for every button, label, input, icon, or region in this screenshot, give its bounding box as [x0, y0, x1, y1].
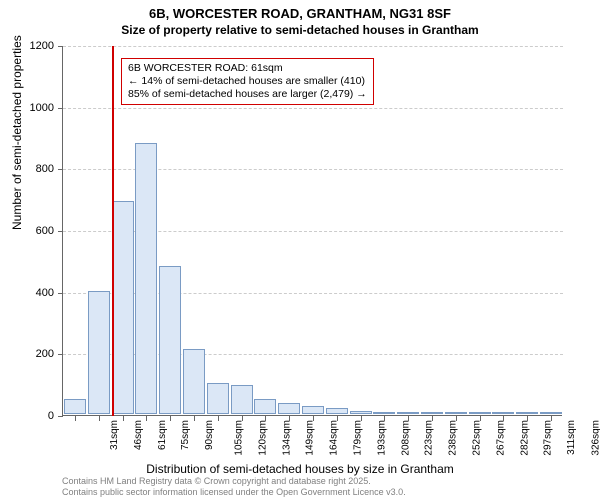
y-axis-label: Number of semi-detached properties — [10, 35, 24, 230]
xtick-label: 149sqm — [305, 420, 316, 456]
xtick-mark — [194, 416, 195, 421]
xtick-mark — [75, 416, 76, 421]
xtick-label: 179sqm — [353, 420, 364, 456]
ytick-mark — [58, 108, 63, 109]
xtick-mark — [384, 416, 385, 421]
ytick-mark — [58, 416, 63, 417]
xtick-mark — [551, 416, 552, 421]
xtick-mark — [456, 416, 457, 421]
xtick-mark — [337, 416, 338, 421]
chart-subtitle: Size of property relative to semi-detach… — [0, 23, 600, 37]
xtick-label: 297sqm — [543, 420, 554, 456]
ytick-label: 600 — [18, 225, 54, 237]
annotation-line: 6B WORCESTER ROAD: 61sqm — [128, 62, 367, 75]
histogram-bar — [326, 408, 348, 414]
xtick-label: 75sqm — [180, 420, 191, 450]
xtick-mark — [99, 416, 100, 421]
xtick-label: 238sqm — [448, 420, 459, 456]
histogram-bar — [207, 383, 229, 414]
chart-area: 31sqm46sqm61sqm75sqm90sqm105sqm120sqm134… — [62, 46, 562, 416]
ytick-label: 0 — [18, 410, 54, 422]
xtick-mark — [289, 416, 290, 421]
histogram-bar — [516, 412, 538, 414]
histogram-bar — [135, 143, 157, 414]
xtick-label: 282sqm — [519, 420, 530, 456]
xtick-label: 90sqm — [204, 420, 215, 450]
ytick-label: 1000 — [18, 102, 54, 114]
xtick-label: 105sqm — [234, 420, 245, 456]
xtick-label: 252sqm — [472, 420, 483, 456]
ytick-mark — [58, 231, 63, 232]
ytick-label: 800 — [18, 163, 54, 175]
xtick-label: 120sqm — [257, 420, 268, 456]
xtick-label: 267sqm — [495, 420, 506, 456]
histogram-bar — [254, 399, 276, 414]
xtick-mark — [408, 416, 409, 421]
histogram-bar — [492, 412, 514, 414]
ytick-mark — [58, 354, 63, 355]
histogram-bar — [373, 412, 395, 414]
xtick-label: 193sqm — [376, 420, 387, 456]
xtick-mark — [265, 416, 266, 421]
xtick-mark — [361, 416, 362, 421]
histogram-bar — [302, 406, 324, 414]
footer-line-1: Contains HM Land Registry data © Crown c… — [62, 476, 406, 487]
reference-line — [112, 46, 114, 416]
xtick-mark — [432, 416, 433, 421]
xtick-mark — [527, 416, 528, 421]
xtick-mark — [218, 416, 219, 421]
xtick-label: 46sqm — [133, 420, 144, 450]
annotation-box: 6B WORCESTER ROAD: 61sqm← 14% of semi-de… — [121, 58, 374, 105]
xtick-mark — [480, 416, 481, 421]
footer-attribution: Contains HM Land Registry data © Crown c… — [62, 476, 406, 498]
xtick-mark — [503, 416, 504, 421]
ytick-mark — [58, 46, 63, 47]
histogram-bar — [469, 412, 491, 414]
xtick-label: 223sqm — [424, 420, 435, 456]
histogram-bar — [183, 349, 205, 414]
xtick-label: 134sqm — [281, 420, 292, 456]
histogram-bar — [159, 266, 181, 414]
plot-area: 31sqm46sqm61sqm75sqm90sqm105sqm120sqm134… — [62, 46, 562, 416]
histogram-bar — [421, 412, 443, 414]
xtick-mark — [123, 416, 124, 421]
xtick-label: 311sqm — [566, 420, 577, 455]
ytick-mark — [58, 169, 63, 170]
histogram-bar — [231, 385, 253, 414]
xtick-label: 326sqm — [591, 420, 600, 456]
xtick-mark — [170, 416, 171, 421]
histogram-bar — [350, 411, 372, 414]
footer-line-2: Contains public sector information licen… — [62, 487, 406, 498]
xtick-label: 164sqm — [329, 420, 340, 456]
annotation-line: ← 14% of semi-detached houses are smalle… — [128, 75, 367, 88]
ytick-label: 1200 — [18, 40, 54, 52]
x-axis-label: Distribution of semi-detached houses by … — [0, 462, 600, 476]
ytick-mark — [58, 293, 63, 294]
histogram-bar — [397, 412, 419, 414]
annotation-line: 85% of semi-detached houses are larger (… — [128, 88, 367, 101]
histogram-bar — [88, 291, 110, 414]
xtick-label: 31sqm — [109, 420, 120, 450]
histogram-bar — [540, 412, 562, 414]
xtick-mark — [313, 416, 314, 421]
gridline — [63, 108, 563, 109]
xtick-label: 208sqm — [400, 420, 411, 456]
histogram-bar — [112, 201, 134, 414]
xtick-mark — [146, 416, 147, 421]
gridline — [63, 46, 563, 47]
xtick-mark — [242, 416, 243, 421]
xtick-label: 61sqm — [157, 420, 168, 450]
histogram-bar — [64, 399, 86, 414]
ytick-label: 200 — [18, 348, 54, 360]
histogram-bar — [445, 412, 467, 414]
chart-title: 6B, WORCESTER ROAD, GRANTHAM, NG31 8SF — [0, 6, 600, 21]
histogram-bar — [278, 403, 300, 414]
ytick-label: 400 — [18, 287, 54, 299]
